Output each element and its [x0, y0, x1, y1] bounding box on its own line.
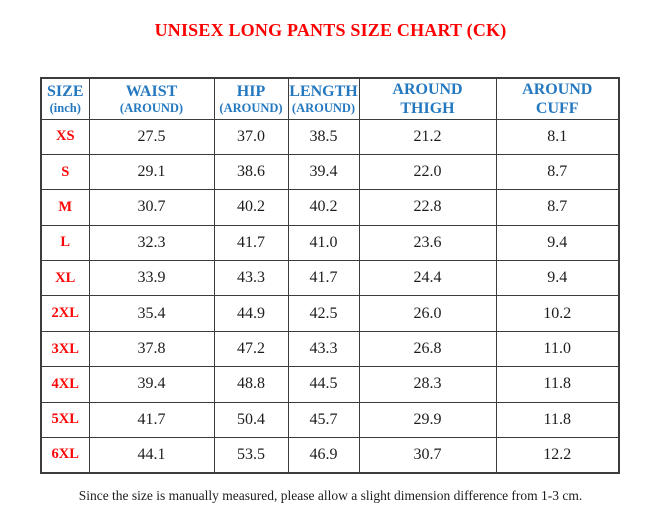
- column-header-line1: LENGTH: [289, 82, 358, 100]
- measurement-value-thigh: 22.8: [358, 189, 497, 226]
- measurement-value-cuff: 10.2: [495, 295, 620, 332]
- column-header-line1: AROUND: [522, 80, 593, 98]
- table-header: SIZE (inch) WAIST (AROUND) HIP (AROUND) LENGTH…: [40, 77, 620, 120]
- measurement-value-thigh: 30.7: [358, 437, 497, 474]
- size-label: XS: [40, 118, 90, 155]
- size-label: 5XL: [40, 401, 90, 439]
- measurement-value-waist: 29.1: [88, 153, 215, 191]
- size-label: L: [40, 224, 90, 262]
- measurement-value-thigh: 21.2: [358, 118, 497, 155]
- table-row-6xl: 6XL 44.1 53.5 46.9 30.7 12.2: [40, 437, 620, 474]
- measurement-value-length: 38.5: [287, 118, 360, 155]
- size-label: S: [40, 153, 90, 191]
- measurement-value-waist: 30.7: [88, 189, 215, 226]
- size-chart-table: SIZE (inch) WAIST (AROUND) HIP (AROUND) LENGTH…: [40, 77, 620, 474]
- measurement-value-hip: 48.8: [213, 366, 289, 403]
- column-header-hip: HIP (AROUND): [213, 77, 289, 120]
- measurement-value-thigh: 26.0: [358, 295, 497, 332]
- page-title: UNISEX LONG PANTS SIZE CHART (CK): [154, 20, 507, 40]
- column-header-cuff: AROUND CUFF: [495, 77, 620, 120]
- column-header-thigh: AROUND THIGH: [358, 77, 497, 120]
- column-header-line1: WAIST: [125, 82, 178, 100]
- measurement-value-thigh: 24.4: [358, 260, 497, 297]
- column-header-line2: (AROUND): [119, 100, 184, 115]
- measurement-value-length: 44.5: [287, 366, 360, 403]
- column-header-waist: WAIST (AROUND): [88, 77, 215, 120]
- size-label: 2XL: [40, 295, 90, 332]
- size-label: 6XL: [40, 437, 90, 474]
- measurement-value-length: 40.2: [287, 189, 360, 226]
- measurement-value-waist: 27.5: [88, 118, 215, 155]
- size-label: 3XL: [40, 330, 90, 368]
- measurement-value-hip: 38.6: [213, 153, 289, 191]
- table-header-row: SIZE (inch) WAIST (AROUND) HIP (AROUND) LENGTH…: [40, 77, 620, 120]
- column-header-line1: AROUND: [392, 80, 463, 98]
- measurement-value-length: 41.7: [287, 260, 360, 297]
- table-row-xl: XL 33.9 43.3 41.7 24.4 9.4: [40, 260, 620, 297]
- measurement-value-length: 43.3: [287, 330, 360, 368]
- measurement-value-waist: 32.3: [88, 224, 215, 262]
- measurement-value-cuff: 11.8: [495, 401, 620, 439]
- measurement-value-waist: 41.7: [88, 401, 215, 439]
- size-label: XL: [40, 260, 90, 297]
- measurement-value-length: 39.4: [287, 153, 360, 191]
- measurement-value-thigh: 29.9: [358, 401, 497, 439]
- footer-note: Since the size is manually measured, ple…: [78, 488, 583, 503]
- table-row-5xl: 5XL 41.7 50.4 45.7 29.9 11.8: [40, 401, 620, 439]
- size-label: 4XL: [40, 366, 90, 403]
- column-header-line2: (AROUND): [291, 100, 356, 115]
- measurement-value-length: 46.9: [287, 437, 360, 474]
- table-row-s: S 29.1 38.6 39.4 22.0 8.7: [40, 153, 620, 191]
- measurement-value-hip: 47.2: [213, 330, 289, 368]
- measurement-value-waist: 44.1: [88, 437, 215, 474]
- measurement-value-thigh: 22.0: [358, 153, 497, 191]
- table-row-3xl: 3XL 37.8 47.2 43.3 26.8 11.0: [40, 330, 620, 368]
- measurement-value-hip: 41.7: [213, 224, 289, 262]
- measurement-value-hip: 40.2: [213, 189, 289, 226]
- size-chart-page: UNISEX LONG PANTS SIZE CHART (CK) SIZE (i…: [0, 20, 661, 510]
- measurement-value-hip: 44.9: [213, 295, 289, 332]
- measurement-value-length: 41.0: [287, 224, 360, 262]
- measurement-value-length: 42.5: [287, 295, 360, 332]
- measurement-value-waist: 35.4: [88, 295, 215, 332]
- measurement-value-cuff: 9.4: [495, 260, 620, 297]
- measurement-value-waist: 37.8: [88, 330, 215, 368]
- measurement-value-thigh: 26.8: [358, 330, 497, 368]
- column-header-length: LENGTH (AROUND): [287, 77, 360, 120]
- measurement-value-waist: 33.9: [88, 260, 215, 297]
- measurement-value-hip: 43.3: [213, 260, 289, 297]
- column-header-line2: CUFF: [535, 99, 579, 117]
- size-label: M: [40, 189, 90, 226]
- table-row-4xl: 4XL 39.4 48.8 44.5 28.3 11.8: [40, 366, 620, 403]
- column-header-size: SIZE (inch): [40, 77, 90, 120]
- column-header-line1: SIZE: [47, 82, 84, 100]
- measurement-value-cuff: 8.7: [495, 153, 620, 191]
- table-row-2xl: 2XL 35.4 44.9 42.5 26.0 10.2: [40, 295, 620, 332]
- measurement-value-hip: 53.5: [213, 437, 289, 474]
- column-header-line2: THIGH: [400, 99, 455, 117]
- column-header-line2: (inch): [49, 100, 81, 115]
- table-row-m: M 30.7 40.2 40.2 22.8 8.7: [40, 189, 620, 226]
- measurement-value-length: 45.7: [287, 401, 360, 439]
- measurement-value-thigh: 28.3: [358, 366, 497, 403]
- measurement-value-cuff: 8.1: [495, 118, 620, 155]
- measurement-value-thigh: 23.6: [358, 224, 497, 262]
- table-row-xs: XS 27.5 37.0 38.5 21.2 8.1: [40, 118, 620, 155]
- measurement-value-waist: 39.4: [88, 366, 215, 403]
- measurement-value-cuff: 11.0: [495, 330, 620, 368]
- column-header-line1: HIP: [236, 82, 266, 100]
- measurement-value-hip: 50.4: [213, 401, 289, 439]
- measurement-value-hip: 37.0: [213, 118, 289, 155]
- table-row-l: L 32.3 41.7 41.0 23.6 9.4: [40, 224, 620, 262]
- table-body: XS 27.5 37.0 38.5 21.2 8.1 S 29.1 38.6 39.4 22.0 8.…: [40, 118, 620, 474]
- measurement-value-cuff: 11.8: [495, 366, 620, 403]
- measurement-value-cuff: 8.7: [495, 189, 620, 226]
- column-header-line2: (AROUND): [219, 100, 283, 115]
- measurement-value-cuff: 9.4: [495, 224, 620, 262]
- measurement-value-cuff: 12.2: [495, 437, 620, 474]
